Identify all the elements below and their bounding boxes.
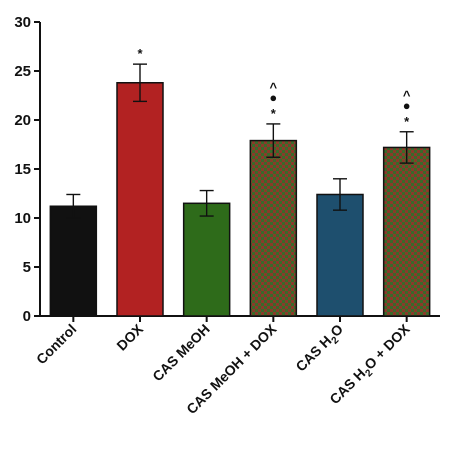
y-tick-label: 15 [14,161,31,178]
error-bar-2 [199,189,214,217]
significance-marker: * [404,114,410,129]
significance-marker: * [137,46,143,61]
bar-4 [316,193,364,317]
significance-marker: ^ [403,88,411,103]
bar-1 [116,82,164,317]
bars [49,82,431,317]
error-bar-5 [399,131,414,164]
y-tick-label: 0 [23,308,31,325]
error-bar-0 [66,193,81,219]
significance-marker: ● [403,98,411,113]
y-tick-label: 25 [14,63,31,80]
y-tick-label: 5 [23,259,31,276]
significance-marker: ^ [270,80,278,95]
category-label: CAS H2O [292,321,349,378]
significance-marker: ● [269,90,277,105]
bar-0 [49,205,98,317]
y-tick-label: 10 [14,210,31,227]
category-label: CAS MeOH [149,321,213,385]
error-bars [66,63,414,219]
significance-markers: **●^*●^ [137,46,410,129]
error-bar-4 [333,178,347,211]
category-label: Control [33,321,80,368]
category-label: DOX [113,320,146,353]
bar-3 [249,139,298,317]
significance-marker: * [271,106,277,121]
bar-5 [382,146,431,317]
y-tick-label: 30 [14,14,31,31]
y-tick-label: 20 [14,112,31,129]
x-axis [40,315,440,322]
error-bar-1 [133,63,147,103]
bar-2 [182,202,231,317]
error-bar-3 [266,123,281,158]
y-axis: 0 5 10 15 20 25 30 [14,14,41,325]
